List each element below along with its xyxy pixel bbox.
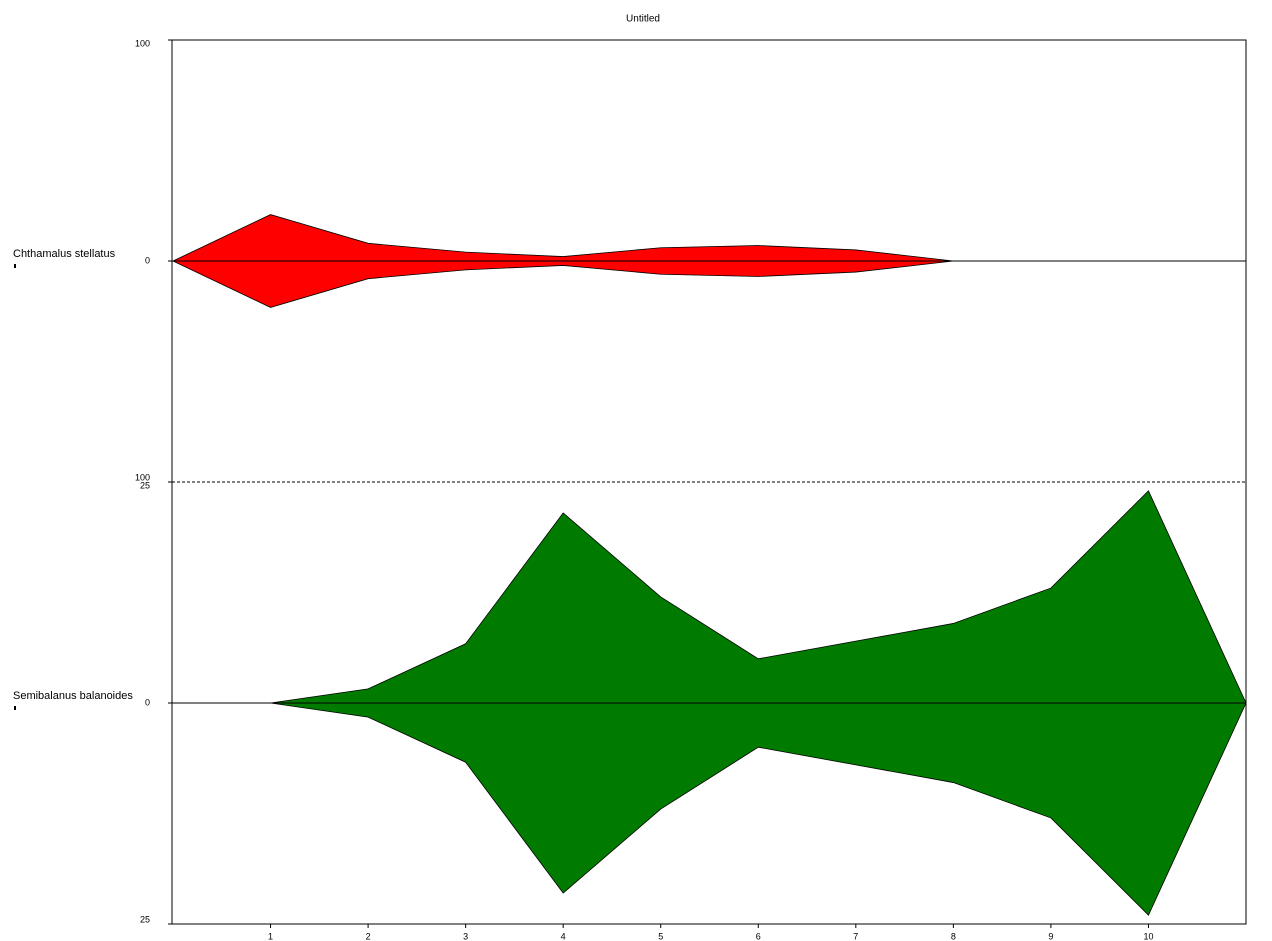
x-tick-label: 1 [268, 931, 273, 941]
x-tick-label: 5 [658, 931, 663, 941]
panel-name: Chthamalus stellatus [13, 248, 116, 260]
kite-lower [270, 702, 1247, 916]
kite-upper [270, 490, 1247, 704]
x-tick-label: 6 [756, 931, 761, 941]
x-tick-label: 3 [463, 931, 468, 941]
x-tick-label: 4 [561, 931, 566, 941]
kite-upper [172, 214, 954, 262]
kite-lower [172, 260, 954, 308]
x-tick-label: 9 [1048, 931, 1053, 941]
y-tick-label: 25 [140, 480, 150, 490]
x-tick-label: 10 [1143, 931, 1153, 941]
x-tick-label: 7 [853, 931, 858, 941]
x-tick-label: 2 [366, 931, 371, 941]
panel-name: Semibalanus balanoides [13, 690, 133, 702]
y-tick-label: 100 [135, 472, 150, 482]
legend-key [14, 706, 16, 710]
y-tick-label: 100 [135, 38, 150, 48]
x-tick-label: 8 [951, 931, 956, 941]
legend-key [14, 264, 16, 268]
y-tick-label: 0 [145, 255, 150, 265]
y-tick-label: 25 [140, 914, 150, 924]
chart-title: Untitled [626, 14, 660, 25]
y-tick-label: 0 [145, 697, 150, 707]
